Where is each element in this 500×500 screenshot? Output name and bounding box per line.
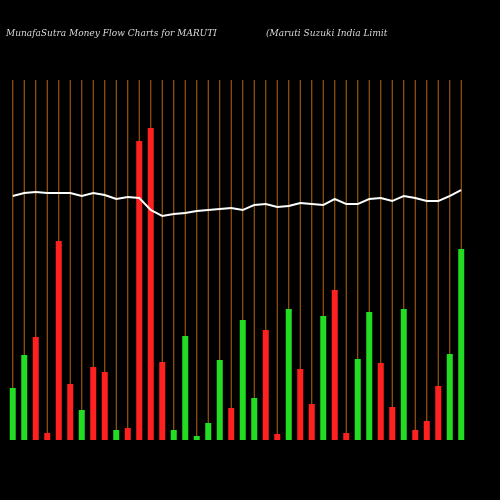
bar [412,430,419,440]
bar [90,367,97,440]
bar [205,423,212,440]
bar [147,128,154,440]
bar [262,330,269,440]
bar [354,359,361,440]
bar [21,355,28,440]
bar [32,337,39,440]
bar [9,388,16,440]
bar [308,404,315,440]
bar [320,316,327,440]
bar [274,434,281,440]
bar [285,309,292,440]
bar [216,360,223,440]
bar [124,428,131,440]
bar [343,433,350,440]
bar [377,363,384,440]
bar [113,430,120,440]
bar [297,369,304,440]
bar [44,433,51,440]
bar [67,384,74,440]
bar [136,141,143,440]
bar [182,336,189,440]
bar [366,312,373,440]
bar [458,249,465,440]
bar [55,241,62,440]
bar [159,362,166,440]
bar [101,372,108,440]
bar [193,436,200,440]
bar [400,309,407,440]
bar [435,386,442,440]
bar [228,408,235,440]
bar [331,290,338,440]
bar [170,430,177,440]
bar [423,421,430,440]
bar [78,410,85,440]
bar [239,320,246,440]
chart-subtitle: (Maruti Suzuki India Limit [266,28,388,39]
money-flow-line [12,189,462,218]
bar [389,407,396,440]
bar [446,354,453,440]
bar [251,398,258,440]
chart-title: MunafaSutra Money Flow Charts for MARUTI [5,29,217,39]
